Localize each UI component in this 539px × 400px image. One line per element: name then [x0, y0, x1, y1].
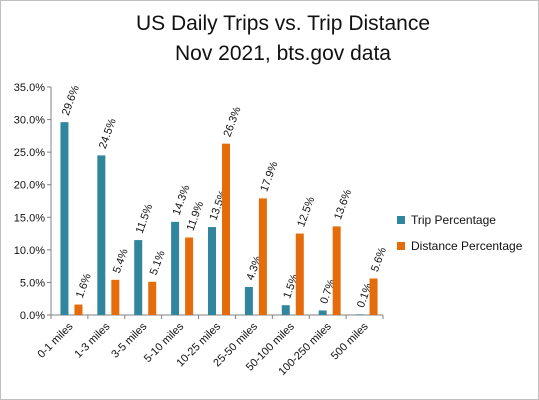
data-label: 11.9% — [185, 200, 207, 233]
bar — [171, 221, 180, 315]
data-label: 5.6% — [369, 246, 389, 274]
x-tick-label: 500 miles — [329, 320, 371, 362]
data-label: 5.1% — [148, 249, 168, 277]
y-tick-label: 0.0% — [20, 310, 45, 322]
bar — [185, 237, 194, 315]
data-label: 17.9% — [258, 160, 280, 194]
data-label: 13.6% — [332, 188, 354, 222]
x-tick-label: 1-3 miles — [72, 320, 112, 360]
legend-label: Trip Percentage — [411, 213, 496, 227]
bar — [281, 305, 290, 315]
bar — [97, 155, 106, 315]
chart-title-line-2: Nov 2021, bts.gov data — [175, 42, 391, 65]
data-label: 14.3% — [171, 183, 193, 217]
bar — [369, 278, 378, 315]
data-label: 26.3% — [222, 105, 244, 139]
bar — [60, 122, 69, 315]
data-label: 12.5% — [295, 195, 317, 229]
bar — [111, 279, 120, 315]
x-tick-label: 0-1 miles — [36, 320, 76, 360]
data-label: 24.5% — [97, 117, 119, 151]
bar — [332, 226, 341, 315]
bar — [134, 240, 143, 315]
bar — [355, 314, 364, 315]
bar — [244, 286, 253, 315]
y-tick-label: 15.0% — [14, 212, 45, 224]
y-tick-label: 20.0% — [14, 180, 45, 192]
y-tick-label: 25.0% — [14, 147, 45, 159]
data-label: 5.4% — [111, 247, 131, 275]
chart-title-line-1: US Daily Trips vs. Trip Distance — [136, 12, 430, 35]
data-label: 11.5% — [134, 202, 156, 235]
y-tick-label: 30.0% — [14, 115, 45, 127]
bar — [74, 304, 83, 315]
bar — [208, 227, 216, 315]
legend-label: Distance Percentage — [411, 239, 523, 253]
legend-swatch — [397, 242, 405, 250]
legend-swatch — [397, 216, 405, 224]
bar — [258, 198, 267, 315]
bar — [295, 233, 304, 315]
data-label: 29.6% — [60, 84, 82, 118]
bar — [148, 281, 157, 315]
legend: Trip Percentage Distance Percentage — [397, 213, 523, 253]
y-tick-label: 5.0% — [20, 277, 45, 289]
plot-area: 0.0% 5.0% 10.0% 15.0% 20.0% 25.0% 30.0% 35.0% 29… — [14, 82, 389, 378]
bar — [222, 143, 230, 315]
data-label: 1.6% — [74, 272, 94, 300]
y-tick-label: 10.0% — [14, 245, 45, 257]
bar — [318, 310, 327, 315]
y-tick-label: 35.0% — [14, 82, 45, 94]
